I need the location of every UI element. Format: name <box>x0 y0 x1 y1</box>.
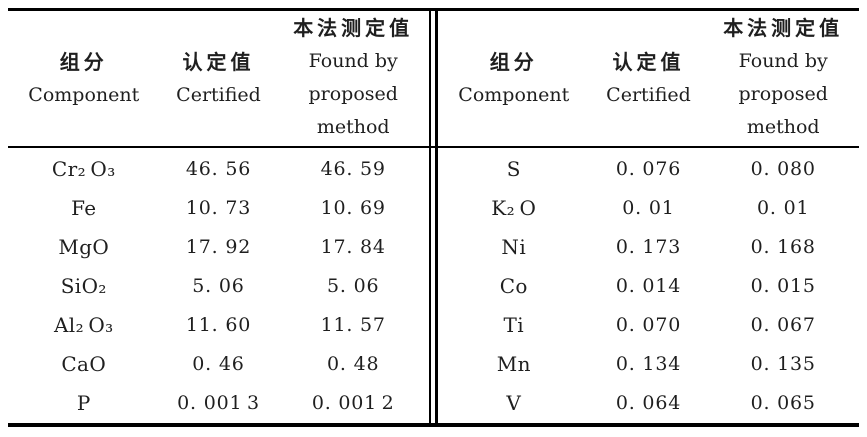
component-cell: Mn <box>496 352 531 377</box>
component-cell: Cr₂ O₃ <box>51 156 116 181</box>
component-cell: P <box>76 391 91 416</box>
found-value: 0. 067 <box>750 314 816 337</box>
certified-value: 0. 001 3 <box>177 392 260 415</box>
header-found-zh: 本法测定值 <box>293 16 414 40</box>
header-certified: 认定值 Certified <box>160 11 278 146</box>
certified-value: 0. 134 <box>615 353 682 376</box>
certified-value: 11. 60 <box>185 314 252 337</box>
header-found-en-2: proposed <box>308 83 398 105</box>
found-value: 0. 168 <box>750 235 816 258</box>
header-rule <box>8 146 859 148</box>
comparison-table: 组分 Component 认定值 Certified 本法测定值 Found b… <box>8 8 859 427</box>
table-row: SiO₂ 5. 06 5. 06 <box>8 266 429 305</box>
found-value: 0. 080 <box>750 157 816 180</box>
found-value: 0. 48 <box>327 353 380 376</box>
header-certified-zh: 认定值 <box>182 49 255 74</box>
header-found-en-1: Found by <box>738 50 828 72</box>
header-certified-en: Certified <box>176 83 261 106</box>
table-row: Fe 10. 73 10. 69 <box>8 188 429 227</box>
found-value: 17. 84 <box>320 235 386 258</box>
header-component-en: Component <box>28 83 140 106</box>
header-component-en: Component <box>458 83 570 106</box>
table-right-half: 组分 Component 认定值 Certified 本法测定值 Found b… <box>438 11 859 423</box>
table-right-body: S 0. 076 0. 080 K₂ O 0. 01 0. 01 Ni 0. 1… <box>438 146 859 423</box>
table-row: Al₂ O₃ 11. 60 11. 57 <box>8 306 429 345</box>
found-value: 0. 015 <box>750 274 816 297</box>
certified-value: 10. 73 <box>185 196 252 219</box>
header-found: 本法测定值 Found by proposed method <box>277 11 429 146</box>
header-found: 本法测定值 Found by proposed method <box>707 11 859 146</box>
table-right-header: 组分 Component 认定值 Certified 本法测定值 Found b… <box>438 11 859 146</box>
component-cell: MgO <box>58 234 110 259</box>
table-row: Ti 0. 070 0. 067 <box>438 306 859 345</box>
found-value: 46. 59 <box>320 157 386 180</box>
header-component-zh: 组分 <box>59 49 108 74</box>
certified-value: 0. 014 <box>615 274 682 297</box>
component-cell: Al₂ O₃ <box>53 313 114 338</box>
found-value: 0. 065 <box>750 392 816 415</box>
table-row: Cr₂ O₃ 46. 56 46. 59 <box>8 149 429 188</box>
component-cell: Fe <box>71 195 97 220</box>
component-cell: Ni <box>501 234 527 259</box>
header-found-en-2: proposed <box>738 83 828 105</box>
table-row: Co 0. 014 0. 015 <box>438 266 859 305</box>
table-row: V 0. 064 0. 065 <box>438 384 859 423</box>
table-row: MgO 17. 92 17. 84 <box>8 227 429 266</box>
certified-value: 46. 56 <box>185 157 252 180</box>
header-found-en-3: method <box>316 116 390 138</box>
header-certified-en: Certified <box>606 83 691 106</box>
component-cell: Co <box>499 273 528 298</box>
header-component-zh: 组分 <box>489 49 538 74</box>
double-line-separator <box>429 11 438 423</box>
table-row: CaO 0. 46 0. 48 <box>8 345 429 384</box>
header-found-en-3: method <box>746 116 820 138</box>
header-component: 组分 Component <box>438 11 590 146</box>
found-value: 11. 57 <box>320 314 386 337</box>
table-row: Ni 0. 173 0. 168 <box>438 227 859 266</box>
found-value: 0. 01 <box>757 196 810 219</box>
table-row: P 0. 001 3 0. 001 2 <box>8 384 429 423</box>
table-row: S 0. 076 0. 080 <box>438 149 859 188</box>
found-value: 5. 06 <box>327 274 380 297</box>
table-left-half: 组分 Component 认定值 Certified 本法测定值 Found b… <box>8 11 429 423</box>
found-value: 0. 135 <box>750 353 816 376</box>
table-left-header: 组分 Component 认定值 Certified 本法测定值 Found b… <box>8 11 429 146</box>
header-certified: 认定值 Certified <box>590 11 708 146</box>
certified-value: 0. 01 <box>622 196 675 219</box>
table-row: Mn 0. 134 0. 135 <box>438 345 859 384</box>
component-cell: V <box>506 391 522 416</box>
certified-value: 0. 46 <box>192 353 245 376</box>
component-cell: SiO₂ <box>60 273 107 298</box>
table-row: K₂ O 0. 01 0. 01 <box>438 188 859 227</box>
component-cell: K₂ O <box>491 195 537 220</box>
certified-value: 17. 92 <box>185 235 252 258</box>
found-value: 0. 001 2 <box>311 392 395 415</box>
certified-value: 0. 070 <box>615 314 682 337</box>
header-found-zh: 本法测定值 <box>723 16 844 40</box>
certified-value: 0. 076 <box>615 157 682 180</box>
certified-value: 0. 173 <box>615 235 682 258</box>
header-found-en-1: Found by <box>308 50 398 72</box>
certified-value: 0. 064 <box>615 392 682 415</box>
certified-value: 5. 06 <box>192 274 245 297</box>
table-left-body: Cr₂ O₃ 46. 56 46. 59 Fe 10. 73 10. 69 Mg… <box>8 146 429 423</box>
found-value: 10. 69 <box>320 196 386 219</box>
component-cell: CaO <box>61 352 107 377</box>
component-cell: Ti <box>503 313 525 338</box>
component-cell: S <box>506 156 521 181</box>
header-certified-zh: 认定值 <box>612 49 685 74</box>
header-component: 组分 Component <box>8 11 160 146</box>
